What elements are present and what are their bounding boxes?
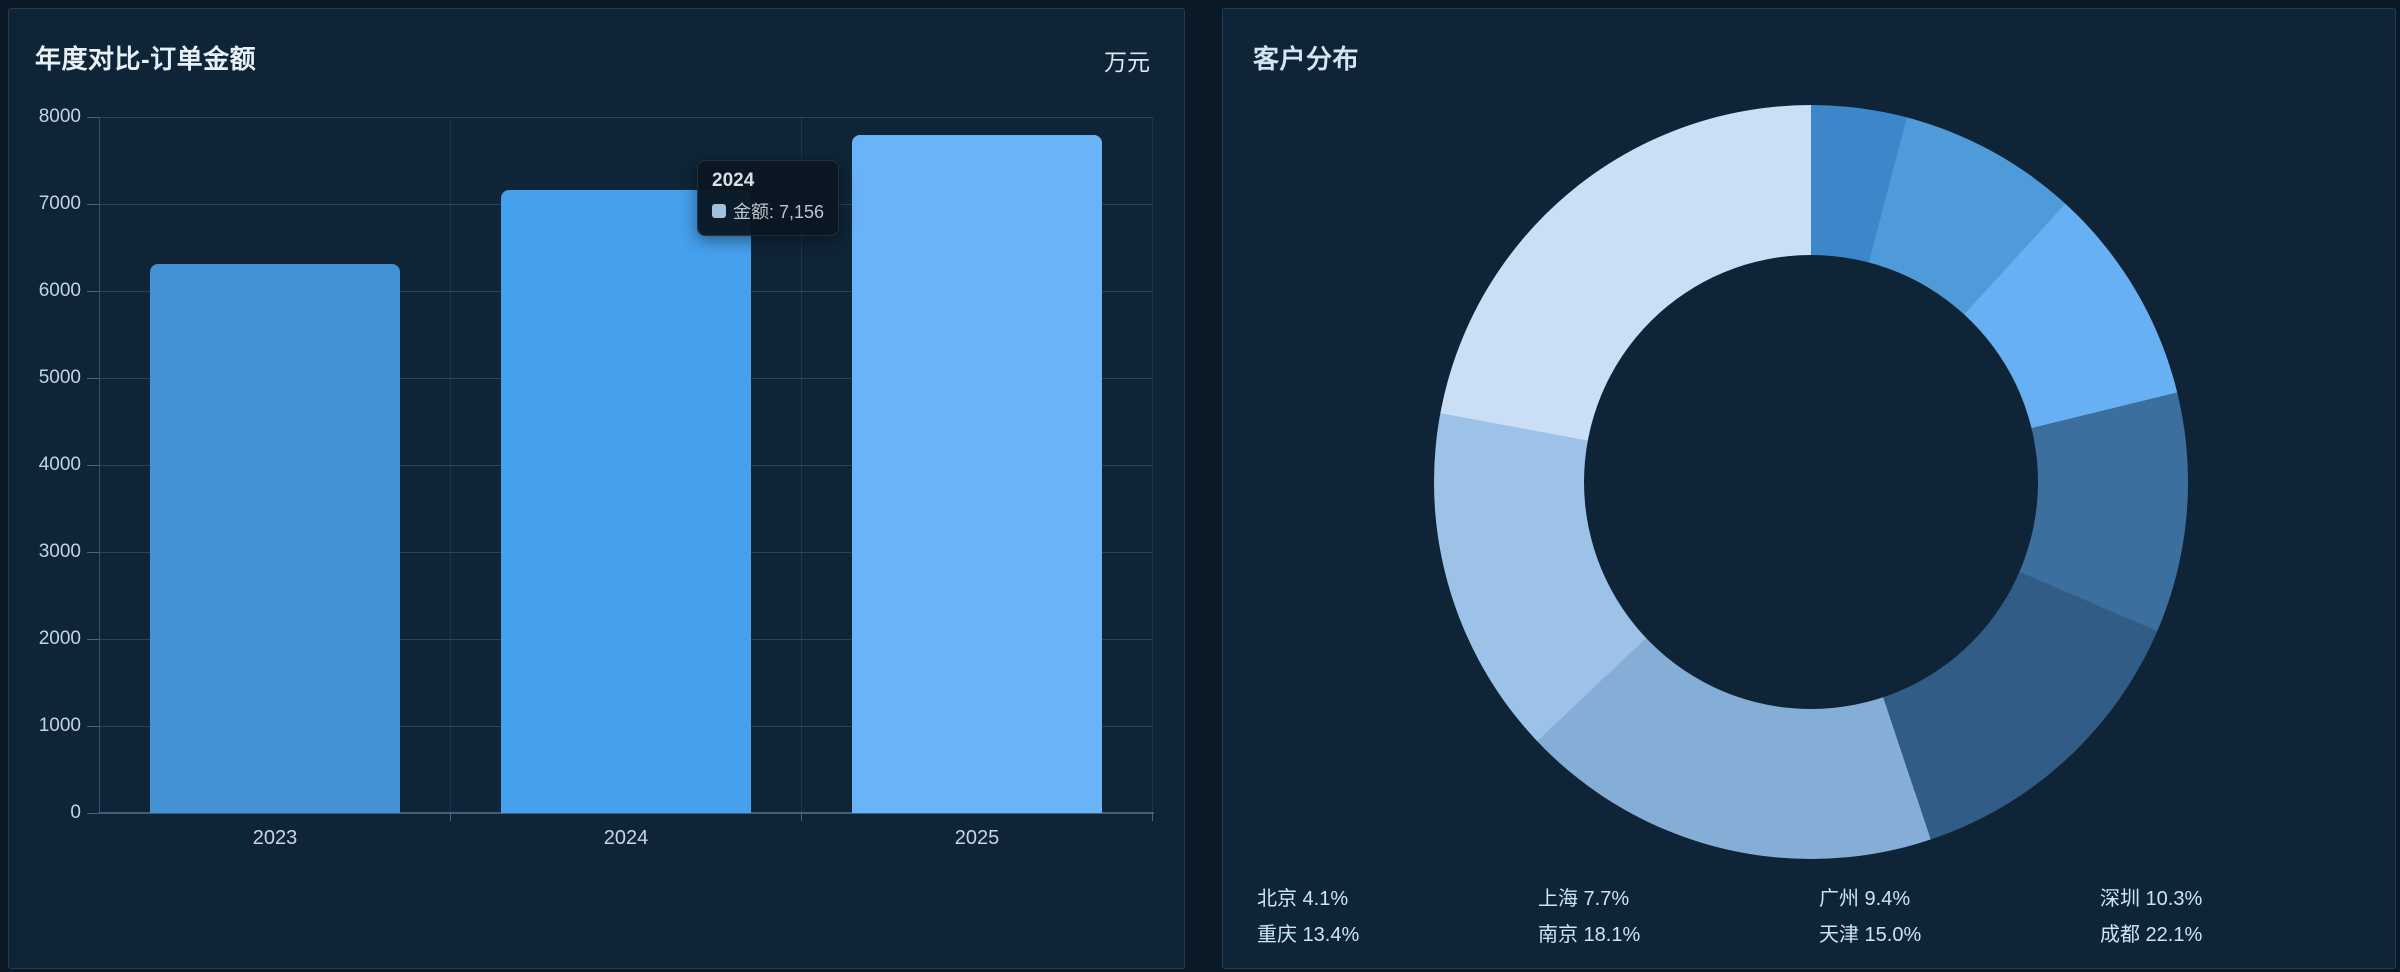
order-amount-panel: 年度对比-订单金额 万元 0 1000 2000 3000 4000 5000 6000 70… [8,8,1185,969]
x-axis-tick-2 [1152,813,1153,821]
legend-item-2[interactable]: 广州 9.4% [1819,888,1911,910]
legend-item-7[interactable]: 成都 22.1% [2100,924,2203,946]
chart-tooltip: 2024 金额: 7,156 [697,160,840,236]
y-axis-label-2000: 2000 [38,628,81,649]
legend-item-5[interactable]: 南京 18.1% [1538,924,1641,946]
y-axis-line [99,117,100,813]
y-axis-tick-7000 [87,204,99,205]
category-split-line-3 [1152,117,1153,813]
x-axis-label-2023: 2023 [252,827,298,849]
tooltip-category: 2024 [712,170,755,191]
y-axis-label-8000: 8000 [38,106,81,127]
x-axis-label-2024: 2024 [603,827,649,849]
legend-item-3[interactable]: 深圳 10.3% [2100,888,2203,910]
tooltip-row: 金额: 7,156 [712,198,824,224]
y-axis-label-5000: 5000 [38,367,81,388]
category-split-line-1 [450,117,451,813]
y-axis-tick-8000 [87,117,99,118]
y-axis-tick-6000 [87,291,99,292]
grid-line-8000 [99,117,1152,118]
legend-item-1[interactable]: 上海 7.7% [1538,888,1630,910]
y-axis-label-3000: 3000 [38,541,81,562]
series-marker-icon [712,204,726,218]
customer-distribution-panel: 客户分布 北京 4.1% 上海 7.7% 广州 9.4% 深圳 10.3% 重庆 13.… [1222,8,2396,969]
y-axis-label-0: 0 [70,802,81,823]
pie-legend: 北京 4.1% 上海 7.7% 广州 9.4% 深圳 10.3% 重庆 13.4% 南京 … [1257,881,2381,953]
y-axis-tick-0 [87,813,99,814]
tooltip-value: 金额: 7,156 [733,202,825,222]
donut-hole [1584,255,2038,709]
y-axis-tick-4000 [87,465,99,466]
y-axis-label-4000: 4000 [38,454,81,475]
unit-label: 万元 [1104,49,1150,75]
bar-2025[interactable] [852,135,1102,813]
y-axis-tick-1000 [87,726,99,727]
legend-item-6[interactable]: 天津 15.0% [1819,924,1922,946]
legend-item-4[interactable]: 重庆 13.4% [1257,924,1360,946]
legend-item-0[interactable]: 北京 4.1% [1257,888,1349,910]
x-axis-line [99,812,1154,814]
bar-2023[interactable] [150,264,400,813]
x-axis-tick-1 [801,813,802,821]
bar-chart-plot-area: 0 1000 2000 3000 4000 5000 6000 7000 8000 2023 202… [9,9,1186,970]
y-axis-label-7000: 7000 [38,193,81,214]
y-axis-tick-2000 [87,639,99,640]
y-axis-tick-5000 [87,378,99,379]
order-amount-title: 年度对比-订单金额 [35,44,257,74]
bar-2024[interactable] [501,190,751,813]
donut-chart[interactable] [1434,105,2188,859]
y-axis-label-6000: 6000 [38,280,81,301]
category-split-line-2 [801,117,802,813]
x-axis-label-2025: 2025 [954,827,1000,849]
y-axis-tick-3000 [87,552,99,553]
x-axis-tick-0 [450,813,451,821]
y-axis-label-1000: 1000 [38,715,81,736]
customer-distribution-title: 客户分布 [1253,44,1360,74]
